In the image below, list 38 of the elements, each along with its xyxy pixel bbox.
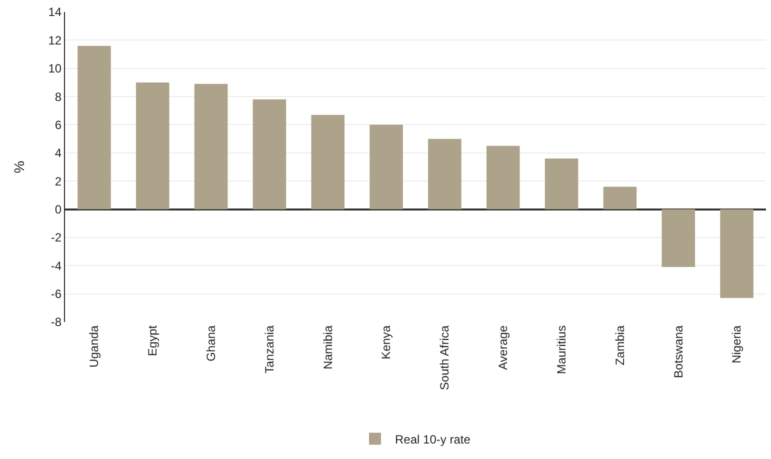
- x-tick-label: Namibia: [320, 325, 335, 370]
- x-tick-label: Zambia: [612, 325, 627, 366]
- bar: [603, 186, 637, 210]
- bar: [370, 124, 403, 210]
- bar: [720, 209, 754, 298]
- x-tick-label: South Africa: [438, 325, 452, 390]
- y-tick-label: 12: [48, 33, 62, 48]
- x-tick-label: Tanzania: [262, 325, 276, 374]
- bar: [252, 99, 286, 210]
- y-tick-label: -2: [50, 230, 62, 245]
- bar: [428, 138, 462, 210]
- bar: [486, 146, 520, 210]
- y-tick-label: 8: [54, 90, 62, 104]
- x-tick-label: Ghana: [204, 325, 218, 362]
- y-tick-label: -8: [50, 315, 62, 330]
- y-tick-label: 2: [54, 174, 62, 188]
- bar: [311, 114, 345, 210]
- bar: [194, 84, 228, 210]
- y-tick-label: 14: [48, 5, 62, 20]
- y-tick-label: -4: [50, 258, 62, 273]
- y-axis-title: %: [10, 160, 27, 174]
- x-tick-label: Nigeria: [730, 325, 744, 364]
- bar: [544, 158, 578, 210]
- x-tick-label: Kenya: [379, 325, 394, 360]
- x-tick-label: Botswana: [671, 325, 686, 378]
- x-tick-label: Average: [496, 325, 510, 370]
- x-tick-label: Mauritius: [554, 325, 568, 374]
- bar: [136, 82, 170, 210]
- y-tick-label: 6: [54, 118, 62, 132]
- y-tick-label: -6: [50, 287, 62, 302]
- x-tick-label: Egypt: [146, 324, 160, 356]
- legend-label: Real 10-y rate: [395, 432, 471, 446]
- bar: [78, 46, 111, 210]
- y-tick-label: 4: [54, 146, 62, 160]
- bar: [662, 209, 696, 268]
- y-tick-label: 10: [48, 62, 62, 76]
- x-tick-label: Uganda: [87, 325, 102, 368]
- y-tick-label: 0: [54, 202, 62, 216]
